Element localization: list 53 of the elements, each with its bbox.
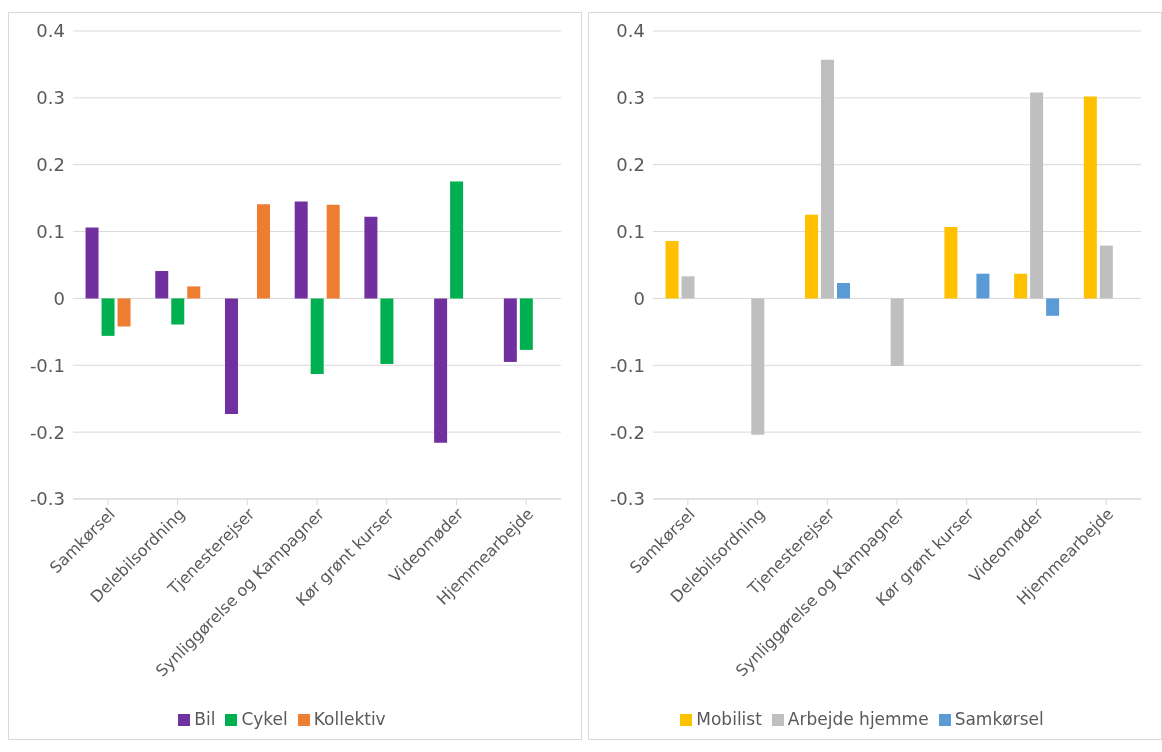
- bar: [503, 298, 517, 362]
- bar: [326, 204, 340, 299]
- bar: [751, 298, 765, 435]
- bar: [890, 298, 904, 366]
- y-tick-label: 0.2: [36, 154, 65, 176]
- bar: [1083, 96, 1097, 299]
- legend-label: Samkørsel: [954, 709, 1044, 729]
- bar: [256, 204, 270, 299]
- bar: [187, 286, 201, 299]
- legend-label: Mobilist: [696, 709, 762, 729]
- legend-label: Arbejde hjemme: [787, 709, 929, 729]
- bar: [224, 298, 238, 415]
- bar: [519, 298, 533, 350]
- y-tick-label: 0.1: [36, 220, 65, 242]
- bar: [380, 298, 394, 364]
- y-tick-label: 0.4: [616, 20, 645, 42]
- legend-label: Bil: [194, 709, 216, 729]
- y-tick-label: -0.2: [609, 421, 645, 443]
- bar: [836, 283, 850, 299]
- bar: [1046, 298, 1060, 316]
- y-tick-label: 0.1: [616, 220, 645, 242]
- bar: [117, 298, 131, 327]
- bar: [1030, 92, 1044, 299]
- y-tick-label: 0.3: [616, 87, 645, 109]
- bar: [450, 181, 464, 299]
- y-tick-label: 0.3: [36, 87, 65, 109]
- bar: [665, 240, 679, 299]
- bar: [101, 298, 115, 336]
- bar: [944, 226, 958, 299]
- bar: [1099, 245, 1113, 299]
- bar: [294, 201, 308, 299]
- bar: [820, 59, 834, 299]
- bar: [434, 298, 448, 443]
- y-tick-label: 0: [633, 287, 645, 309]
- legend-label: Cykel: [241, 709, 288, 729]
- bar: [976, 273, 990, 299]
- bar: [804, 214, 818, 299]
- bar: [155, 271, 169, 299]
- bar: [85, 227, 99, 299]
- bar: [681, 276, 695, 299]
- y-tick-label: 0.4: [36, 20, 65, 42]
- y-tick-label: 0: [53, 287, 65, 309]
- bar: [310, 298, 324, 374]
- bar: [1014, 273, 1028, 299]
- bar: [364, 216, 378, 299]
- y-tick-label: -0.2: [29, 421, 65, 443]
- y-tick-label: -0.3: [29, 488, 65, 510]
- legend-label: Kollektiv: [313, 709, 386, 729]
- y-tick-label: -0.1: [29, 354, 65, 376]
- y-tick-label: 0.2: [616, 154, 645, 176]
- y-tick-label: -0.3: [609, 488, 645, 510]
- bar: [171, 298, 185, 325]
- y-tick-label: -0.1: [609, 354, 645, 376]
